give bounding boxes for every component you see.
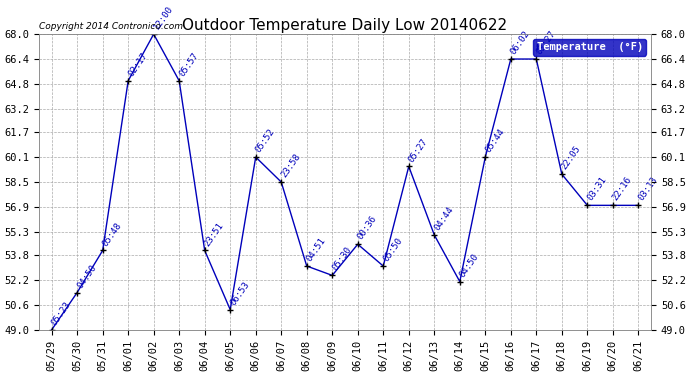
Text: 00:36: 00:36 <box>356 214 379 242</box>
Text: 22:05: 22:05 <box>560 144 583 171</box>
Text: 05:30: 05:30 <box>331 245 353 273</box>
Text: 05:52: 05:52 <box>254 127 277 154</box>
Text: 04:44: 04:44 <box>433 205 455 232</box>
Text: 05:48: 05:48 <box>101 220 124 248</box>
Text: 22:16: 22:16 <box>611 176 634 202</box>
Text: 05:44: 05:44 <box>484 127 506 154</box>
Text: 23:51: 23:51 <box>203 220 226 248</box>
Text: 05:27: 05:27 <box>407 136 430 164</box>
Text: 12:00: 12:00 <box>152 4 175 32</box>
Text: 04:50: 04:50 <box>458 252 481 279</box>
Text: 03:27: 03:27 <box>535 29 558 56</box>
Text: 02:17: 02:17 <box>126 51 149 78</box>
Text: 05:57: 05:57 <box>177 51 200 78</box>
Text: 06:02: 06:02 <box>509 29 532 56</box>
Text: 03:13: 03:13 <box>637 176 660 202</box>
Text: 04:50: 04:50 <box>75 262 98 290</box>
Text: 23:58: 23:58 <box>279 152 302 179</box>
Text: Copyright 2014 Contronico.com: Copyright 2014 Contronico.com <box>39 22 183 31</box>
Text: 06:53: 06:53 <box>228 280 251 307</box>
Text: 04:51: 04:51 <box>305 236 328 263</box>
Text: 05:23: 05:23 <box>50 300 72 327</box>
Text: 03:31: 03:31 <box>586 176 609 202</box>
Legend: Temperature  (°F): Temperature (°F) <box>533 39 646 56</box>
Title: Outdoor Temperature Daily Low 20140622: Outdoor Temperature Daily Low 20140622 <box>182 18 508 33</box>
Text: 05:50: 05:50 <box>382 236 404 263</box>
